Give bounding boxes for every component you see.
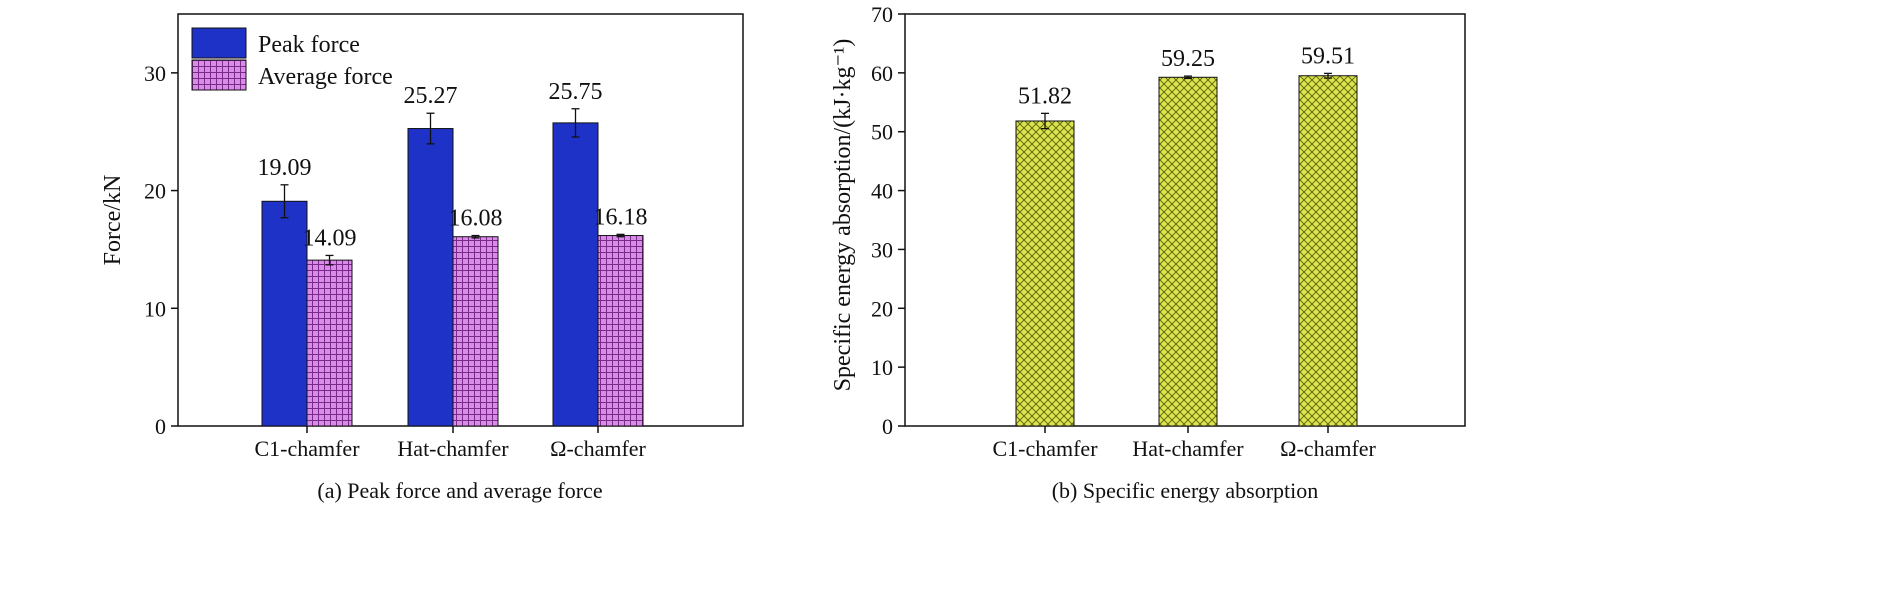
panel-a-force-chart: 0 10 20 30 C1-chamfer Hat-chamfer Ω-chamfer 1…: [100, 13, 744, 503]
error-bar: [571, 108, 580, 138]
legend-label-average-force: Average force: [258, 64, 393, 90]
error-bar: [426, 112, 435, 145]
bar: [1158, 76, 1218, 427]
y-tick-label: 20: [144, 179, 166, 204]
y-tick-label: 20: [871, 296, 893, 321]
y-tick-label: 50: [871, 120, 893, 145]
y-tick-label: 30: [871, 237, 893, 262]
error-bar: [1041, 112, 1049, 130]
data-label: 16.18: [594, 204, 648, 230]
y-tick-label: 0: [155, 414, 166, 439]
bars: 51.82 59.25 59.51: [1015, 43, 1358, 427]
legend-label-peak-force: Peak force: [258, 32, 360, 58]
data-label: 16.08: [449, 206, 503, 232]
x-axis-ticks: C1-chamfer Hat-chamfer Ω-chamfer: [254, 426, 647, 461]
y-tick-label: 10: [144, 296, 166, 321]
legend: Peak force Average force: [191, 27, 393, 91]
y-axis-ticks: 0 10 20 30 40 50 60 70: [871, 2, 905, 439]
error-bar: [616, 233, 625, 238]
x-tick-label: Hat-chamfer: [397, 436, 509, 461]
error-bar: [280, 184, 289, 219]
bar: [261, 200, 308, 427]
bar: [597, 235, 644, 427]
y-axis-title: Force/kN: [100, 175, 126, 266]
bar: [452, 236, 499, 427]
error-bar: [471, 234, 480, 239]
data-label: 25.27: [404, 83, 458, 109]
data-label: 19.09: [258, 155, 312, 181]
data-label: 14.09: [303, 225, 357, 251]
error-bar: [1324, 72, 1332, 79]
bar: [306, 259, 353, 427]
legend-swatch-average-force: [191, 59, 247, 91]
error-bar: [325, 254, 334, 266]
data-label: 51.82: [1018, 83, 1072, 109]
y-tick-label: 30: [144, 61, 166, 86]
bar: [1015, 120, 1075, 427]
x-axis-ticks: C1-chamfer Hat-chamfer Ω-chamfer: [992, 426, 1377, 461]
y-axis-ticks: 0 10 20 30: [144, 61, 178, 439]
y-tick-label: 0: [882, 414, 893, 439]
bar: [552, 122, 599, 427]
x-tick-label: C1-chamfer: [992, 436, 1098, 461]
data-label: 25.75: [549, 79, 603, 105]
bars: 19.09 25.27 25.75 14.09 16.08 16.18: [258, 79, 648, 427]
data-label: 59.51: [1301, 43, 1355, 69]
y-tick-label: 70: [871, 2, 893, 27]
bar: [407, 128, 454, 427]
y-axis-title: Specific energy absorption/(kJ·kg⁻¹): [830, 39, 856, 392]
data-label: 59.25: [1161, 46, 1215, 72]
y-tick-label: 60: [871, 61, 893, 86]
x-tick-label: Ω-chamfer: [1280, 436, 1376, 461]
panel-b-sea-chart: 0 10 20 30 40 50 60 70 C1-chamfer Hat-chamfer Ω-c…: [830, 2, 1466, 503]
panel-a-caption: (a) Peak force and average force: [317, 478, 602, 503]
y-tick-label: 40: [871, 179, 893, 204]
error-bar: [1184, 75, 1192, 80]
legend-swatch-peak-force: [191, 27, 247, 59]
y-tick-label: 10: [871, 355, 893, 380]
x-tick-label: C1-chamfer: [254, 436, 360, 461]
panel-b-caption: (b) Specific energy absorption: [1052, 478, 1319, 503]
bar: [1298, 75, 1358, 427]
x-tick-label: Ω-chamfer: [550, 436, 646, 461]
x-tick-label: Hat-chamfer: [1132, 436, 1244, 461]
